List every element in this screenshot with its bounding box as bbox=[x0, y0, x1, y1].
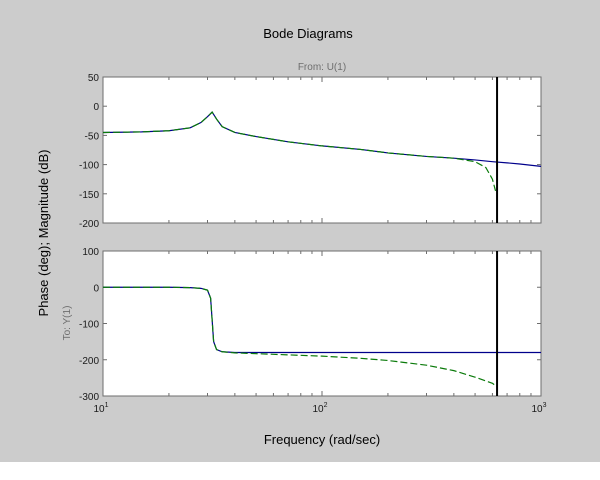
xtick-label: 101 bbox=[93, 402, 108, 415]
magnitude-panel: 50 0 -50 -100 -150 -200 bbox=[79, 73, 542, 230]
magnitude-ytick-label: 0 bbox=[93, 102, 99, 113]
phase-ytick-label: -100 bbox=[79, 320, 99, 331]
xtick-label: 103 bbox=[531, 402, 546, 415]
phase-ytick-label: -200 bbox=[79, 356, 99, 367]
magnitude-ytick-label: -150 bbox=[79, 190, 99, 201]
bode-plot: Bode Diagrams From: U(1) To: Y(1) Phase … bbox=[36, 26, 547, 447]
y-axis-label: Phase (deg); Magnitude (dB) bbox=[36, 150, 51, 317]
magnitude-ytick-label: -200 bbox=[79, 219, 99, 230]
to-label: To: Y(1) bbox=[62, 306, 73, 341]
magnitude-ytick-label: 50 bbox=[88, 73, 100, 84]
figure-title: Bode Diagrams bbox=[263, 26, 353, 41]
xtick-label: 102 bbox=[312, 402, 327, 415]
magnitude-ytick-label: -50 bbox=[85, 131, 100, 142]
xtick-exponent: 1 bbox=[105, 402, 109, 409]
phase-ytick-label: 100 bbox=[82, 247, 99, 258]
figure-background: Bode Diagrams From: U(1) To: Y(1) Phase … bbox=[0, 0, 600, 462]
magnitude-series-dashed-line bbox=[102, 111, 497, 192]
phase-ytick-label: -300 bbox=[79, 392, 99, 403]
from-label: From: U(1) bbox=[298, 62, 346, 73]
xtick-exponent: 2 bbox=[324, 402, 328, 409]
phase-ytick-label: 0 bbox=[93, 283, 99, 294]
phase-plot-area bbox=[102, 250, 542, 397]
x-axis-label: Frequency (rad/sec) bbox=[264, 432, 380, 447]
magnitude-ytick-label: -100 bbox=[79, 161, 99, 172]
magnitude-plot-area bbox=[102, 76, 542, 224]
xtick-exponent: 3 bbox=[543, 402, 547, 409]
